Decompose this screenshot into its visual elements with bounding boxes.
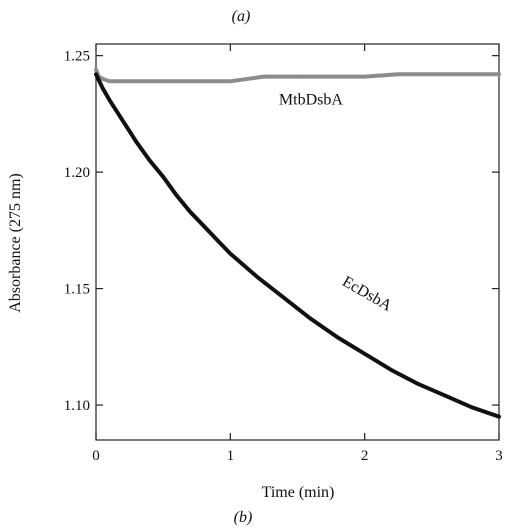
data-point-mtbdsba: [195, 79, 199, 83]
ticks-layer: 0 1 2 3 1.10 1.15 1.20 1.25: [64, 44, 503, 464]
data-point-ecdsba: [416, 382, 420, 386]
data-point-mtbdsba: [107, 79, 112, 83]
y-axis-label: Absorbance (275 nm): [7, 173, 24, 313]
data-point-ecdsba: [175, 193, 179, 198]
y-tick-label: 1.10: [64, 398, 90, 414]
data-point-ecdsba: [309, 317, 313, 321]
data-point-ecdsba: [101, 86, 105, 90]
data-point-ecdsba: [443, 394, 447, 398]
data-point-mtbdsba: [134, 79, 138, 83]
data-point-mtbdsba: [121, 79, 125, 83]
data-point-ecdsba: [94, 72, 98, 76]
y-tick-label: 1.25: [64, 49, 90, 65]
y-tick-label: 1.15: [64, 282, 90, 298]
data-point-ecdsba: [201, 224, 206, 228]
data-point-mtbdsba: [463, 72, 468, 76]
data-point-ecdsba: [282, 296, 286, 300]
data-point-ecdsba: [389, 368, 394, 372]
data-point-ecdsba: [161, 175, 165, 179]
data-point-ecdsba: [121, 119, 125, 123]
data-point-ecdsba: [107, 98, 112, 102]
data-point-ecdsba: [470, 405, 474, 409]
panel-label-b: (b): [233, 509, 253, 526]
data-point-ecdsba: [148, 158, 152, 163]
x-tick-label: 0: [92, 448, 100, 464]
plot-frame: [95, 43, 500, 441]
x-tick-label: 1: [227, 448, 235, 464]
data-point-ecdsba: [215, 238, 219, 242]
data-point-mtbdsba: [497, 72, 501, 76]
annotation-layer: MtbDsbA EcDsbA: [279, 92, 395, 316]
series-layer: [94, 67, 501, 419]
series-annotation: EcDsbA: [339, 273, 395, 315]
series-annotation: MtbDsbA: [279, 92, 343, 109]
data-point-mtbdsba: [94, 68, 98, 72]
data-point-ecdsba: [363, 352, 367, 356]
data-point-ecdsba: [228, 252, 232, 256]
data-point-mtbdsba: [262, 75, 266, 79]
series-line-ecdsba: [94, 72, 501, 419]
data-point-mtbdsba: [329, 75, 333, 79]
data-point-ecdsba: [336, 335, 340, 340]
data-point-ecdsba: [188, 210, 192, 214]
data-point-mtbdsba: [295, 75, 300, 79]
y-tick-label: 1.20: [64, 165, 90, 181]
x-axis-label: Time (min): [262, 484, 335, 501]
panel-label-a: (a): [231, 8, 251, 25]
data-point-mtbdsba: [396, 72, 400, 76]
data-point-mtbdsba: [430, 72, 434, 76]
plot-border: [95, 43, 500, 441]
data-point-ecdsba: [134, 140, 138, 144]
data-point-mtbdsba: [161, 79, 165, 83]
data-point-ecdsba: [497, 415, 501, 419]
data-point-mtbdsba: [228, 79, 232, 83]
x-tick-label: 3: [495, 448, 503, 464]
data-point-mtbdsba: [363, 75, 367, 79]
data-point-ecdsba: [255, 275, 259, 279]
data-point-mtbdsba: [101, 77, 105, 81]
x-tick-label: 2: [361, 448, 369, 464]
